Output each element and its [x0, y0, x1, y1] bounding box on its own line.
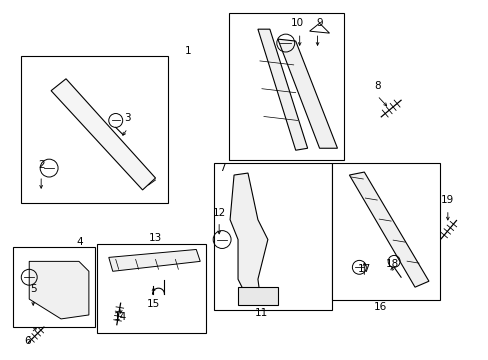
Text: 10: 10 — [290, 18, 304, 28]
Text: 1: 1 — [184, 46, 191, 56]
Polygon shape — [29, 261, 89, 319]
Text: 15: 15 — [146, 299, 160, 309]
Bar — [332, 163, 439, 300]
Text: 4: 4 — [77, 237, 83, 247]
Polygon shape — [230, 173, 267, 299]
Text: 2: 2 — [38, 160, 44, 170]
Bar — [13, 247, 95, 327]
Text: 3: 3 — [124, 113, 131, 123]
Text: 6: 6 — [24, 336, 30, 346]
Text: 19: 19 — [440, 195, 453, 205]
Bar — [21, 56, 168, 203]
Text: 13: 13 — [148, 233, 162, 243]
Text: 18: 18 — [385, 259, 398, 269]
Text: 9: 9 — [316, 18, 322, 28]
Bar — [214, 163, 331, 310]
Polygon shape — [277, 39, 337, 148]
Bar — [228, 13, 344, 160]
Text: 11: 11 — [255, 308, 268, 318]
Polygon shape — [309, 23, 329, 33]
Polygon shape — [108, 249, 200, 271]
Text: 16: 16 — [373, 302, 386, 312]
Polygon shape — [257, 29, 307, 150]
Polygon shape — [51, 79, 155, 190]
Text: 14: 14 — [114, 312, 127, 322]
Text: 12: 12 — [212, 208, 225, 218]
Text: 8: 8 — [373, 81, 380, 91]
Bar — [97, 243, 206, 333]
Text: 17: 17 — [357, 264, 370, 274]
Polygon shape — [349, 172, 428, 287]
Text: 7: 7 — [218, 163, 225, 173]
Bar — [238, 287, 277, 305]
Text: 5: 5 — [30, 284, 37, 294]
